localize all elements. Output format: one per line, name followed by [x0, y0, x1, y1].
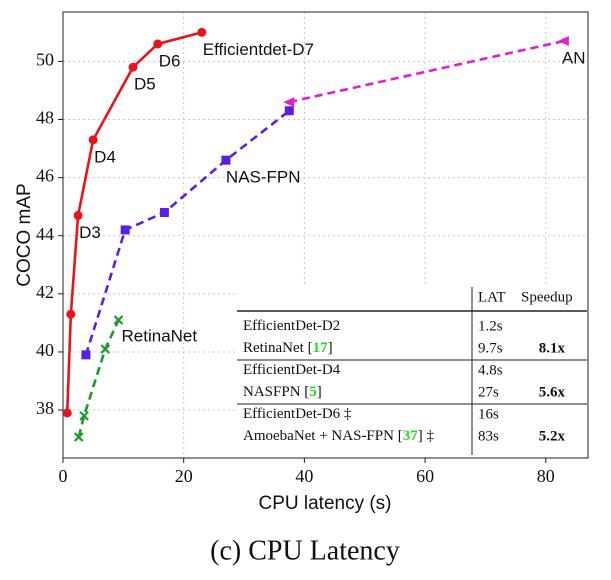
y-tick-label: 50 [36, 50, 54, 70]
point-label: D5 [134, 75, 156, 94]
series-line [77, 319, 120, 438]
point [62, 408, 72, 418]
y-tick-label: 44 [36, 224, 54, 244]
point [79, 411, 89, 421]
point [66, 309, 76, 319]
latency: 27s [478, 384, 499, 400]
table-bg [237, 287, 587, 457]
y-tick-label: 42 [36, 282, 54, 302]
model-name: NASFPN [5] [243, 384, 322, 400]
x-axis-label: CPU latency (s) [258, 493, 391, 514]
point [120, 225, 130, 235]
model-part: ] [328, 340, 333, 356]
point [153, 39, 163, 49]
model-part: EfficientDet-D6 ‡ [243, 406, 352, 422]
model-part: AmoebaNet + NAS-FPN [ [243, 428, 403, 444]
series-line [289, 39, 565, 104]
point-label: D4 [94, 147, 116, 166]
point-label: Efficientdet-D7 [203, 40, 314, 59]
table-header: Speedup [521, 289, 573, 305]
series-label: RetinaNet [122, 326, 198, 345]
point [100, 344, 111, 354]
point [128, 62, 138, 72]
point-label: D3 [79, 223, 101, 242]
model-part: 37 [403, 428, 419, 444]
speedup: 5.6x [539, 384, 566, 400]
model-part: RetinaNet [ [243, 340, 313, 356]
point [73, 432, 84, 442]
model-name: EfficientDet-D2 [243, 318, 340, 334]
model-part: EfficientDet-D4 [243, 362, 341, 378]
model-name: RetinaNet [17] [243, 340, 333, 356]
speedup: 5.2x [539, 428, 566, 444]
point [88, 135, 98, 145]
y-tick-label: 40 [36, 340, 54, 360]
model-part: ] ‡ [418, 428, 435, 444]
latency: 9.7s [478, 340, 503, 356]
model-part: ] [317, 384, 322, 400]
speedup: 8.1x [539, 340, 566, 356]
table-header: LAT [478, 289, 506, 305]
y-axis-label: COCO mAP [14, 183, 35, 286]
x-tick-label: 0 [59, 466, 68, 486]
point [159, 207, 169, 217]
x-tick-label: 60 [416, 466, 434, 486]
series-label: AN [562, 49, 586, 68]
point [221, 155, 231, 165]
latency: 4.8s [478, 362, 503, 378]
latency: 16s [478, 406, 499, 422]
point [283, 97, 295, 108]
model-part: 17 [313, 340, 329, 356]
point [81, 350, 91, 360]
model-part: 5 [309, 384, 317, 400]
point [113, 315, 124, 325]
x-tick-label: 20 [175, 466, 193, 486]
point [557, 36, 569, 47]
caption: (c) CPU Latency [210, 535, 400, 566]
latency: 83s [478, 428, 499, 444]
inset-table: LAT Speedup EfficientDet-D2 1.2s RetinaNet [… [237, 287, 587, 457]
x-tick-label: 80 [537, 466, 555, 486]
y-tick-label: 48 [36, 108, 54, 128]
x-tick-label: 40 [295, 466, 313, 486]
model-name: EfficientDet-D6 ‡ [243, 406, 352, 422]
series-label: NAS-FPN [226, 168, 301, 187]
model-name: AmoebaNet + NAS-FPN [37] ‡ [243, 428, 434, 444]
y-tick-label: 46 [36, 166, 54, 186]
model-name: EfficientDet-D4 [243, 362, 341, 378]
point [73, 210, 83, 220]
point-label: D6 [159, 51, 181, 70]
model-part: NASFPN [ [243, 384, 309, 400]
point [284, 106, 294, 116]
plot-frame [62, 11, 589, 459]
y-tick-label: 38 [36, 398, 54, 418]
point [197, 27, 207, 37]
model-part: EfficientDet-D2 [243, 318, 340, 334]
latency: 1.2s [478, 318, 503, 334]
